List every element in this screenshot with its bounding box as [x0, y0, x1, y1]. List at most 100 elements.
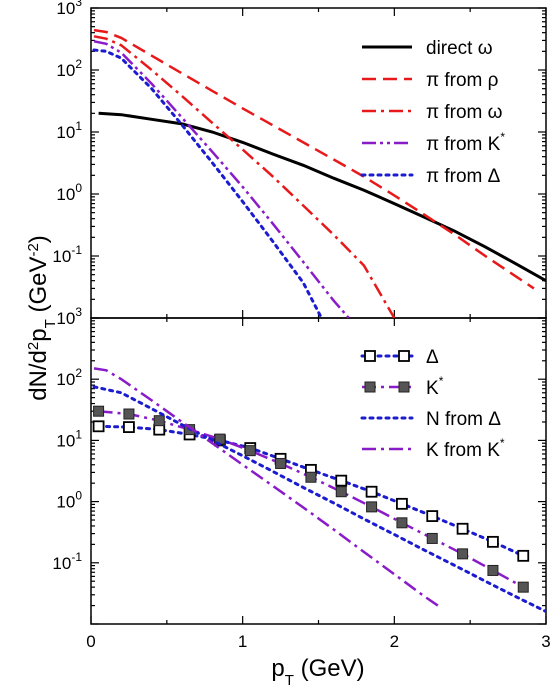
- legend-marker: [364, 350, 376, 362]
- data-point-marker: [335, 486, 347, 498]
- bottom-legend: ΔK*N from ΔK from K*: [360, 347, 505, 461]
- tick-label-base: 10: [56, 493, 75, 512]
- data-point-marker: [517, 581, 529, 593]
- x-tick-label: 3: [541, 632, 550, 651]
- y-tick-label: 102: [56, 57, 82, 80]
- y-tick-label: 102: [56, 366, 82, 389]
- tick-label-exponent: 2: [75, 57, 82, 71]
- series-line-bottom-2: [92, 385, 546, 613]
- series-line-bottom-1: [98, 409, 524, 589]
- y-tick-label: 10-1: [52, 243, 82, 266]
- top-panel-curves: [92, 28, 546, 318]
- data-point-marker: [153, 415, 165, 427]
- legend-label: π from ρ: [426, 70, 499, 91]
- data-point-marker: [92, 420, 105, 433]
- data-point-marker: [426, 532, 438, 544]
- series-line-bottom-3: [93, 367, 441, 608]
- data-point-marker: [365, 485, 378, 498]
- legend-label-main: direct ω: [426, 38, 493, 59]
- series-line-top-4: [92, 48, 323, 318]
- x-tick-label: 2: [390, 632, 399, 651]
- data-point-marker: [396, 497, 408, 510]
- x-axis-title: pT (GeV): [271, 655, 364, 689]
- data-point-marker: [93, 405, 105, 417]
- legend-label-main: K from K: [426, 440, 500, 461]
- data-point-marker: [123, 421, 135, 433]
- y-axis-title-part3: (GeV: [25, 257, 52, 320]
- legend-label: π from K*: [426, 130, 505, 155]
- series-line-top-2: [93, 35, 396, 318]
- tick-label-base: 10: [52, 554, 71, 573]
- tick-label-base: 10: [56, 370, 75, 389]
- data-point-marker: [426, 510, 439, 522]
- legend-label: direct ω: [426, 38, 493, 59]
- data-point-marker: [456, 522, 469, 535]
- tick-label-exponent: 2: [75, 366, 82, 380]
- data-point-marker: [305, 471, 317, 483]
- tick-label-exponent: 0: [75, 489, 82, 503]
- series-line-top-0: [98, 111, 546, 283]
- y-tick-label: 103: [56, 0, 82, 18]
- legend-label: N from Δ: [426, 409, 501, 430]
- x-tick-label: 0: [86, 632, 95, 651]
- tick-label-base: 10: [56, 61, 75, 80]
- y-axis-title-sup: 2: [25, 342, 42, 350]
- y-axis-title-sup2: -2: [25, 243, 42, 256]
- legend-label-main: Δ: [426, 347, 439, 368]
- y-tick-label-bottom: 103: [56, 305, 82, 328]
- series-line-top-1: [93, 28, 535, 290]
- y-axis-title-part4: ): [25, 235, 52, 243]
- data-point-marker: [396, 517, 408, 529]
- y-tick-label: 100: [56, 489, 82, 512]
- x-axis-title-rest: (GeV): [294, 655, 365, 682]
- series-line-top-3: [93, 40, 350, 318]
- legend-label: K*: [426, 374, 444, 399]
- legend-marker: [364, 381, 376, 393]
- legend-label: π from ω: [426, 102, 503, 123]
- tick-label-base: 10: [56, 185, 75, 204]
- data-point-marker: [244, 445, 256, 457]
- legend-label-main: π from ρ: [426, 70, 499, 91]
- legend-label: π from Δ: [426, 166, 501, 187]
- y-axis-title-part1: dN/d: [25, 350, 52, 401]
- x-axis-title-sub: T: [285, 672, 294, 689]
- tick-label-exponent: 3: [75, 0, 82, 9]
- legend-marker: [398, 350, 410, 362]
- top-legend: direct ωπ from ρπ from ωπ from K*π from …: [360, 38, 505, 187]
- data-point-marker: [487, 564, 499, 576]
- legend-label-sup: *: [500, 436, 505, 450]
- legend-label-sup: *: [500, 130, 505, 144]
- data-point-marker: [517, 549, 530, 562]
- bottom-panel-curves: [92, 367, 546, 613]
- tick-label-base: 10: [56, 431, 75, 450]
- legend-label-sup: *: [439, 374, 444, 388]
- y-axis-title-sub: T: [42, 319, 59, 328]
- tick-label-exponent: -1: [71, 243, 82, 257]
- y-tick-label: 10-1: [52, 550, 82, 573]
- y-tick-label: 100: [56, 181, 82, 204]
- tick-label-exponent: 0: [75, 181, 82, 195]
- legend-label-main: π from K: [426, 134, 501, 155]
- legend-label-main: π from ω: [426, 102, 503, 123]
- data-point-marker: [457, 548, 469, 560]
- tick-label-exponent: -1: [71, 550, 82, 564]
- x-axis-title-main: p: [271, 655, 284, 682]
- data-point-marker: [366, 501, 378, 513]
- tick-label-base: 10: [56, 309, 75, 328]
- data-point-marker: [487, 535, 499, 548]
- tick-label-base: 10: [56, 0, 75, 18]
- y-axis-title-part2: p: [25, 328, 52, 341]
- y-tick-label: 101: [56, 427, 82, 450]
- data-point-marker: [123, 408, 135, 420]
- legend-label-main: K: [426, 378, 439, 399]
- legend-label: Δ: [426, 347, 439, 368]
- tick-label-base: 10: [52, 247, 71, 266]
- legend-label-main: π from Δ: [426, 166, 501, 187]
- legend-marker: [398, 381, 410, 393]
- tick-label-exponent: 1: [75, 427, 82, 441]
- tick-label-base: 10: [56, 123, 75, 142]
- data-point-marker: [335, 474, 348, 487]
- legend-label: K from K*: [426, 436, 505, 461]
- tick-label-exponent: 3: [75, 305, 82, 319]
